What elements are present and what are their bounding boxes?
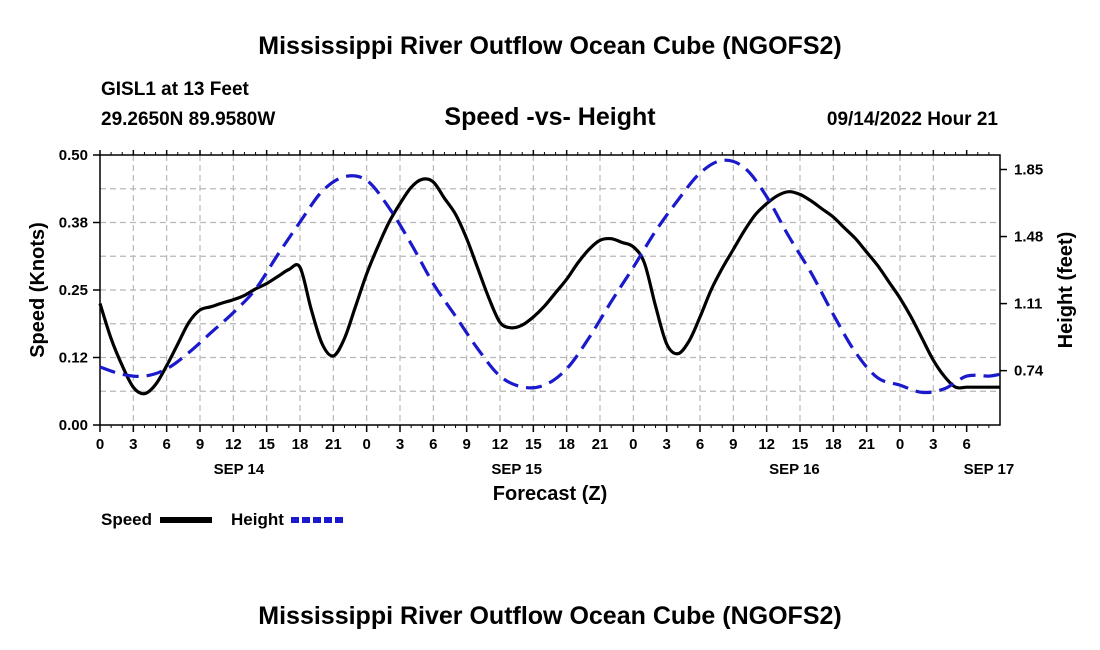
- x-axis-label: Forecast (Z): [493, 483, 607, 505]
- x-tick-label: 6: [162, 436, 170, 453]
- axis-ticks: 0 3 6 9 12 15 18 21 0 3 6 9 12 15 18 21 0 3 6 9 12 15 18 21 0 3 6 S…: [59, 147, 1044, 478]
- x-tick-label: 21: [858, 436, 875, 453]
- y-tick-label: 0.50: [59, 147, 88, 164]
- x-tick-label: 0: [362, 436, 370, 453]
- x-tick-label: 18: [292, 436, 309, 453]
- x-tick-label: 3: [396, 436, 404, 453]
- x-tick-label: 15: [792, 436, 809, 453]
- x-tick-label: 18: [558, 436, 575, 453]
- x-tick-label: 12: [758, 436, 775, 453]
- legend-height-label: Height: [231, 510, 284, 529]
- series: [98, 158, 1001, 396]
- x-tick-label: 3: [129, 436, 137, 453]
- chart-title: Speed -vs- Height: [444, 103, 656, 131]
- date-label: SEP 14: [214, 461, 265, 478]
- series-line-speed: [98, 177, 1000, 396]
- y2-axis-label: Height (feet): [1055, 232, 1077, 349]
- x-tick-label: 21: [325, 436, 342, 453]
- x-tick-label: 15: [258, 436, 275, 453]
- x-tick-label: 9: [462, 436, 470, 453]
- x-tick-label: 9: [196, 436, 204, 453]
- y-tick-label: 0.00: [59, 417, 88, 434]
- y-tick-label: 0.25: [59, 282, 88, 299]
- datetime-label: 09/14/2022 Hour 21: [827, 109, 999, 130]
- x-tick-label: 6: [962, 436, 970, 453]
- x-tick-label: 0: [96, 436, 104, 453]
- x-tick-label: 15: [525, 436, 542, 453]
- x-tick-label: 0: [629, 436, 637, 453]
- y2-tick-label: 1.11: [1014, 296, 1042, 313]
- page-title-bottom: Mississippi River Outflow Ocean Cube (NG…: [258, 602, 841, 630]
- grid: [100, 155, 1000, 425]
- y-tick-label: 0.12: [59, 350, 88, 367]
- y-tick-label: 0.38: [59, 215, 88, 232]
- station-label: GISL1 at 13 Feet: [101, 79, 250, 100]
- y2-tick-label: 1.85: [1014, 161, 1043, 178]
- date-label: SEP 16: [769, 461, 820, 478]
- x-tick-label: 6: [696, 436, 704, 453]
- x-tick-label: 21: [592, 436, 609, 453]
- legend-speed-label: Speed: [101, 510, 152, 529]
- x-tick-label: 3: [662, 436, 670, 453]
- location-label: 29.2650N 89.9580W: [101, 109, 275, 130]
- x-tick-label: 3: [929, 436, 937, 453]
- page-title: Mississippi River Outflow Ocean Cube (NG…: [258, 32, 841, 60]
- x-tick-label: 12: [225, 436, 242, 453]
- x-tick-label: 9: [729, 436, 737, 453]
- x-tick-label: 0: [896, 436, 904, 453]
- date-label: SEP 15: [491, 461, 542, 478]
- series-line-height: [99, 158, 1001, 395]
- legend: Speed Height: [101, 510, 343, 529]
- y-axis-label: Speed (Knots): [27, 222, 49, 358]
- x-tick-label: 6: [429, 436, 437, 453]
- x-tick-label: 12: [492, 436, 509, 453]
- x-tick-label: 18: [825, 436, 842, 453]
- y2-tick-label: 0.74: [1014, 363, 1044, 380]
- y2-tick-label: 1.48: [1014, 229, 1043, 246]
- date-label: SEP 17: [964, 461, 1015, 478]
